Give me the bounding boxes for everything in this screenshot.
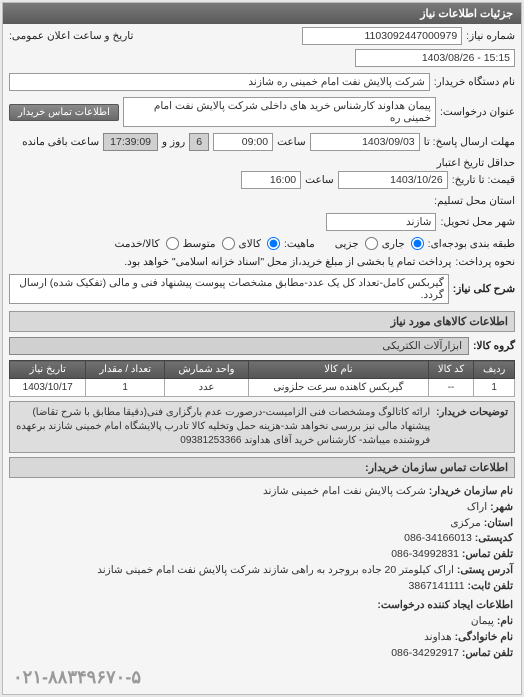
fname-label: نام: bbox=[497, 615, 513, 627]
phone-value: 3867141111 bbox=[409, 580, 465, 592]
province-value: مرکزی bbox=[450, 517, 480, 529]
creator-title: اطلاعات ایجاد کننده درخواست: bbox=[11, 598, 513, 614]
time-label-1: ساعت bbox=[277, 136, 306, 148]
need-desc-label: شرح کلی نیاز: bbox=[453, 283, 515, 295]
contact-section-title: اطلاعات تماس سازمان خریدار: bbox=[9, 457, 515, 478]
deadline-date-field: 1403/09/03 bbox=[310, 133, 420, 151]
nature-label: ماهیت: bbox=[284, 238, 315, 250]
req-no-label: شماره نیاز: bbox=[466, 30, 515, 42]
buyer-org-field: شرکت پالایش نفت امام خمینی ره شازند bbox=[9, 73, 430, 91]
delivery-city-label: شهر محل تحویل: bbox=[440, 216, 515, 228]
budget-label: طبقه بندی بودجه‌ای: bbox=[428, 238, 515, 250]
delivery-city-field: شازند bbox=[326, 213, 436, 231]
goods-section-title: اطلاعات کالاهای مورد نیاز bbox=[9, 311, 515, 332]
radio-cash[interactable] bbox=[267, 237, 280, 250]
col-row: ردیف bbox=[474, 361, 515, 379]
hours-remain-field: 17:39:09 bbox=[103, 133, 158, 151]
radio-cash2[interactable] bbox=[166, 237, 179, 250]
req-title-label: عنوان درخواست: bbox=[440, 106, 515, 118]
col-code: کد کالا bbox=[428, 361, 474, 379]
valid-time-field: 16:00 bbox=[241, 171, 301, 189]
group-value-field: ابزارآلات الکتریکی bbox=[9, 337, 469, 355]
fax-label: تلفن تماس: bbox=[462, 548, 513, 560]
deadline-time-field: 09:00 bbox=[213, 133, 273, 151]
lname-value: هداوند bbox=[424, 631, 451, 643]
col-unit: واحد شمارش bbox=[164, 361, 248, 379]
radio-nature-label: متوسط bbox=[183, 238, 216, 250]
cell-unit: عدد bbox=[164, 379, 248, 397]
radio-partial-label: جزیی bbox=[335, 238, 359, 250]
buyer-note-text: ارائه کاتالوگ ومشخصات فنی الزامیست-درصور… bbox=[16, 406, 430, 448]
radio-partial[interactable] bbox=[365, 237, 378, 250]
fname-value: پیمان bbox=[471, 615, 494, 627]
col-date: تاریخ نیاز bbox=[10, 361, 86, 379]
radio-current[interactable] bbox=[411, 237, 424, 250]
city-value: اراک bbox=[467, 501, 487, 513]
buyer-org-label: نام دستگاه خریدار: bbox=[434, 76, 515, 88]
hours-remain-label: ساعت باقی مانده bbox=[22, 136, 99, 148]
valid-date-field: 1403/10/26 bbox=[338, 171, 448, 189]
buyer-note-label: توضیحات خریدار: bbox=[436, 406, 508, 448]
cell-code: -- bbox=[428, 379, 474, 397]
city-label: شهر: bbox=[490, 501, 513, 513]
announce-label: تاریخ و ساعت اعلان عمومی: bbox=[9, 30, 133, 42]
address-value: اراک کیلومتر 20 جاده بروجرد به راهی شازن… bbox=[97, 564, 454, 576]
days-remain-field: 6 bbox=[189, 133, 209, 151]
panel-title: جزئیات اطلاعات نیاز bbox=[3, 3, 521, 24]
group-label: گروه کالا: bbox=[473, 340, 515, 352]
table-row: 1 -- گیربکس کاهنده سرعت حلزونی عدد 1 140… bbox=[10, 379, 515, 397]
radio-nature[interactable] bbox=[222, 237, 235, 250]
goods-table: ردیف کد کالا نام کالا واحد شمارش تعداد /… bbox=[9, 360, 515, 397]
col-qty: تعداد / مقدار bbox=[86, 361, 165, 379]
cell-qty: 1 bbox=[86, 379, 165, 397]
days-remain-label: روز و bbox=[162, 136, 185, 148]
lname-label: نام خانوادگی: bbox=[455, 631, 513, 643]
valid-label: حداقل تاریخ اعتبار bbox=[437, 157, 515, 169]
col-name: نام کالا bbox=[249, 361, 429, 379]
pay-note-text: پرداخت تمام یا بخشی از مبلغ خرید،از محل … bbox=[9, 256, 451, 268]
price-until-label: قیمت: تا تاریخ: bbox=[452, 174, 515, 186]
deadline-send-label: مهلت ارسال پاسخ: تا bbox=[424, 136, 515, 148]
province-label: استان: bbox=[484, 517, 513, 529]
address-label: آدرس پستی: bbox=[457, 564, 513, 576]
postal-label: کدپستی: bbox=[475, 532, 513, 544]
radio-cash2-label: کالا/خدمت bbox=[115, 238, 160, 250]
big-phone-watermark: ۰۲۱-۸۸۳۴۹۶۷۰-۵ bbox=[3, 665, 521, 694]
time-label-2: ساعت bbox=[305, 174, 334, 186]
radio-cash-label: کالای bbox=[239, 238, 261, 250]
tel-label: تلفن تماس: bbox=[462, 647, 513, 659]
tel-value: 34292917-086 bbox=[391, 647, 459, 659]
need-desc-field: گیربکس کامل-تعداد کل یک عدد-مطابق مشخصات… bbox=[9, 274, 449, 304]
org-label: نام سازمان خریدار: bbox=[429, 485, 513, 497]
req-no-field: 1103092447000979 bbox=[302, 27, 462, 45]
pay-note-label: نحوه پرداخت: bbox=[455, 256, 515, 268]
req-title-field: پیمان هداوند کارشناس خرید های داخلی شرکت… bbox=[123, 97, 436, 127]
cell-date: 1403/10/17 bbox=[10, 379, 86, 397]
cell-row: 1 bbox=[474, 379, 515, 397]
fax-value: 34992831-086 bbox=[391, 548, 459, 560]
radio-current-label: جاری bbox=[382, 238, 405, 250]
settle-city-label: استان محل تسلیم: bbox=[434, 195, 515, 207]
announce-field: 15:15 - 1403/08/26 bbox=[355, 49, 515, 67]
cell-name: گیربکس کاهنده سرعت حلزونی bbox=[249, 379, 429, 397]
postal-value: 34166013-086 bbox=[404, 532, 472, 544]
contact-buyer-button[interactable]: اطلاعات تماس خریدار bbox=[9, 104, 119, 121]
phone-label: تلفن ثابت: bbox=[468, 580, 513, 592]
org-value: شرکت پالایش نفت امام خمینی شازند bbox=[263, 485, 426, 497]
